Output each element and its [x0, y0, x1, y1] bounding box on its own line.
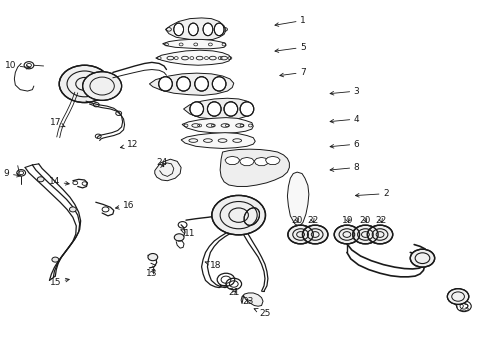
- Text: 21: 21: [227, 288, 239, 297]
- Ellipse shape: [189, 102, 203, 116]
- Ellipse shape: [203, 23, 212, 36]
- Text: 13: 13: [146, 269, 157, 278]
- Text: 10: 10: [5, 61, 30, 70]
- Polygon shape: [182, 118, 253, 134]
- Ellipse shape: [212, 77, 225, 91]
- Polygon shape: [165, 18, 225, 40]
- Polygon shape: [183, 98, 253, 120]
- Text: 5: 5: [274, 43, 305, 53]
- Text: 3: 3: [329, 86, 359, 95]
- Ellipse shape: [240, 102, 253, 116]
- Text: 8: 8: [329, 163, 359, 172]
- Text: 9: 9: [4, 169, 20, 178]
- Text: 15: 15: [49, 278, 69, 287]
- Text: 4: 4: [329, 114, 359, 123]
- Polygon shape: [224, 156, 239, 165]
- Text: 17: 17: [49, 118, 65, 127]
- Circle shape: [302, 225, 327, 244]
- Polygon shape: [181, 133, 255, 148]
- Circle shape: [37, 177, 44, 182]
- Circle shape: [366, 225, 392, 244]
- Text: 22: 22: [306, 216, 318, 225]
- Polygon shape: [265, 156, 280, 165]
- Circle shape: [211, 195, 265, 235]
- Text: 6: 6: [329, 140, 359, 149]
- Circle shape: [52, 257, 59, 262]
- Circle shape: [447, 289, 468, 305]
- Polygon shape: [156, 50, 230, 65]
- Ellipse shape: [214, 23, 224, 36]
- Polygon shape: [241, 293, 263, 306]
- Polygon shape: [239, 157, 254, 166]
- Text: 16: 16: [115, 201, 134, 210]
- Text: 18: 18: [205, 261, 221, 270]
- Polygon shape: [287, 172, 308, 226]
- Polygon shape: [155, 159, 181, 181]
- Ellipse shape: [194, 77, 208, 91]
- Text: 24: 24: [156, 158, 167, 167]
- Text: 23: 23: [453, 304, 468, 313]
- Circle shape: [287, 225, 313, 244]
- Circle shape: [82, 72, 122, 100]
- Text: 1: 1: [274, 16, 305, 26]
- Text: 7: 7: [279, 68, 305, 77]
- Text: 2: 2: [355, 189, 388, 198]
- Circle shape: [174, 234, 183, 241]
- Polygon shape: [254, 157, 268, 166]
- Ellipse shape: [207, 102, 221, 116]
- Text: 20: 20: [359, 216, 370, 225]
- Polygon shape: [220, 149, 289, 186]
- Text: 19: 19: [342, 216, 353, 225]
- Text: 14: 14: [48, 177, 69, 186]
- Ellipse shape: [173, 23, 183, 36]
- Text: 21: 21: [414, 259, 426, 268]
- Ellipse shape: [224, 102, 237, 116]
- Text: 11: 11: [181, 229, 195, 238]
- Circle shape: [333, 225, 359, 244]
- Text: 12: 12: [120, 140, 138, 149]
- Ellipse shape: [176, 77, 190, 91]
- Text: 20: 20: [291, 216, 302, 225]
- Ellipse shape: [158, 77, 172, 91]
- Circle shape: [352, 225, 377, 244]
- Text: 25: 25: [254, 309, 270, 318]
- Circle shape: [59, 65, 110, 103]
- Circle shape: [69, 207, 76, 212]
- Ellipse shape: [244, 208, 259, 225]
- Polygon shape: [149, 73, 233, 95]
- Circle shape: [148, 253, 158, 261]
- Polygon shape: [162, 40, 225, 49]
- Text: 22: 22: [375, 216, 386, 225]
- Ellipse shape: [188, 23, 198, 36]
- Circle shape: [409, 249, 434, 267]
- Text: 23: 23: [242, 297, 254, 306]
